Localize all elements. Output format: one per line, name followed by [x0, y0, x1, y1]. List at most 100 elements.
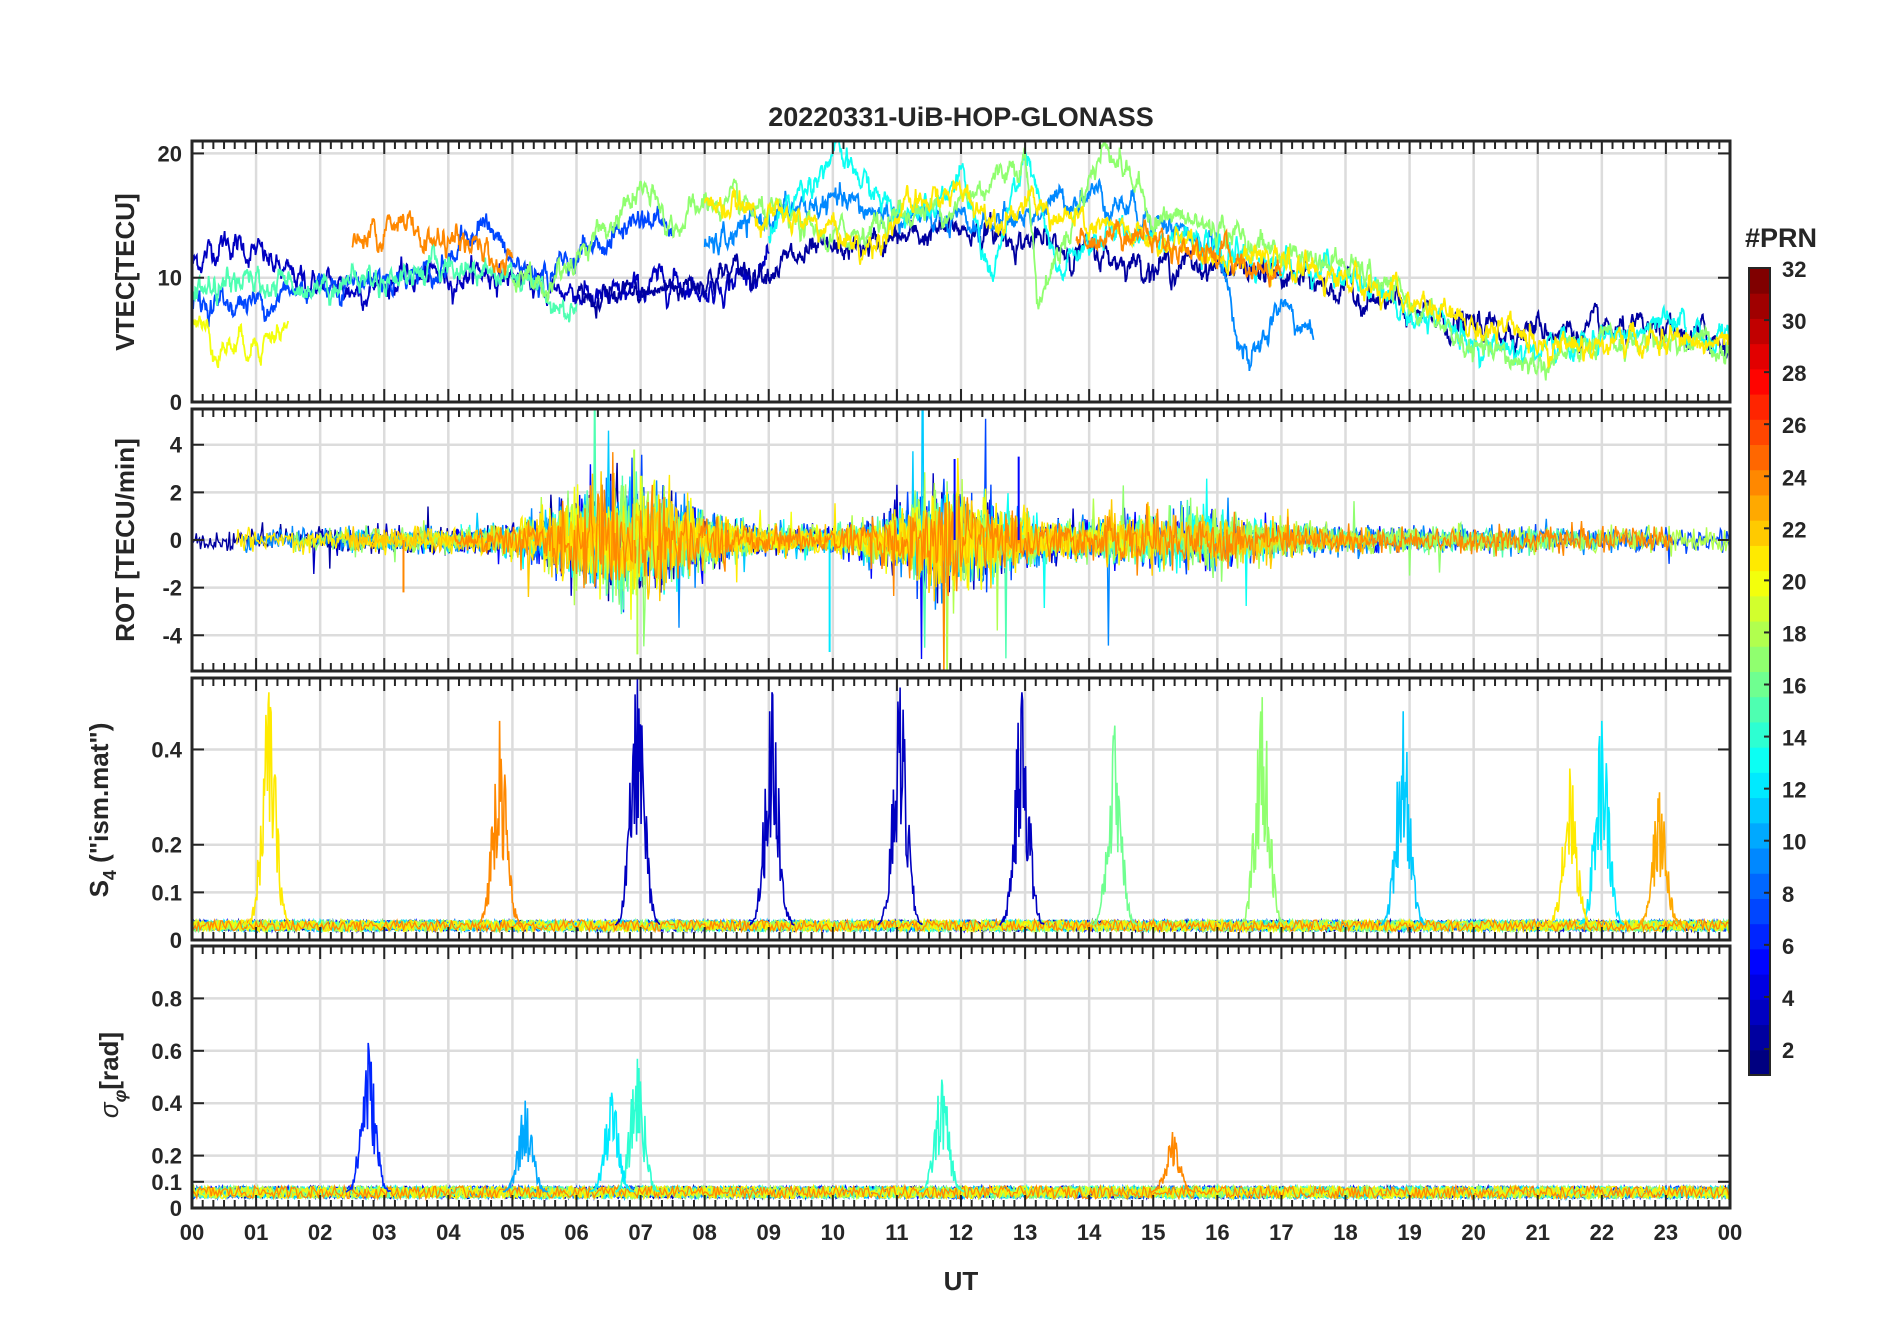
- x-tick-label: 06: [564, 1220, 588, 1245]
- colorbar-swatch: [1749, 570, 1770, 597]
- colorbar-swatch: [1749, 948, 1770, 975]
- colorbar-tick-label: 18: [1782, 621, 1806, 646]
- burst-prn-24: [477, 720, 523, 926]
- colorbar-tick-label: 10: [1782, 830, 1806, 855]
- colorbar-swatch: [1749, 772, 1770, 799]
- burst-prn-14: [918, 1079, 965, 1193]
- burst-prn-10: [502, 1100, 549, 1193]
- y-tick-label: 0.8: [151, 986, 182, 1011]
- colorbar-swatch: [1749, 469, 1770, 496]
- colorbar-tick-label: 4: [1782, 986, 1795, 1011]
- y-tick-label: 4: [170, 433, 183, 458]
- panel-sigma-phi-ylabel: σφ[rad]: [94, 1032, 130, 1118]
- x-tick-labels: 00 01 02 03 04 05 06 07 08 09 10 11 12 13 14 15 16 17 18 19…: [180, 1220, 1742, 1245]
- colorbar-tick-label: 24: [1782, 465, 1807, 490]
- y-tick-label: 0.2: [151, 833, 182, 858]
- colorbar-tick-label: 30: [1782, 309, 1806, 334]
- colorbar-frame: [1748, 267, 1771, 1076]
- colorbar-swatch: [1749, 419, 1770, 446]
- colorbar-swatch: [1749, 747, 1770, 773]
- colorbar-swatch: [1749, 999, 1770, 1026]
- y-tick-label: 0.6: [151, 1039, 182, 1064]
- y-tick-label: 0: [170, 928, 182, 953]
- burst-prn-17: [1239, 697, 1285, 926]
- panel-rot-frame: [190, 407, 1732, 673]
- y-tick-label: -2: [162, 576, 182, 601]
- y-tick-label: 0.1: [151, 880, 182, 905]
- colorbar-swatch: [1749, 368, 1770, 395]
- x-tick-label: 11: [885, 1220, 908, 1245]
- panel-s4: 0 0.1 0.2 0.4 S4 ("ism.mat"): [84, 676, 1732, 953]
- y-tick-label: 10: [158, 266, 182, 291]
- colorbar-swatch: [1749, 268, 1770, 294]
- burst-prn-12: [1578, 720, 1625, 926]
- burst-prn-12: [589, 1092, 635, 1193]
- x-tick-label: 10: [821, 1220, 845, 1245]
- colorbar-swatch: [1749, 293, 1770, 319]
- x-tick-label: 07: [628, 1220, 652, 1245]
- burst-prn-16: [1092, 725, 1138, 927]
- colorbar-swatch: [1749, 318, 1770, 345]
- vtec-trace-prn-2: [575, 212, 1730, 359]
- colorbar-swatch: [1749, 1024, 1770, 1051]
- burst-prn-21: [246, 692, 292, 926]
- panel-s4-ylabel: S4 ("ism.mat"): [84, 723, 120, 898]
- vtec-trace-prn-20: [192, 314, 289, 369]
- vtec-trace-prn-7: [192, 205, 674, 328]
- chart-title: 20220331-UiB-HOP-GLONASS: [768, 102, 1154, 132]
- burst-prn-3: [614, 678, 661, 926]
- y-tick-label: 0.4: [151, 737, 182, 762]
- x-axis-label: UT: [944, 1266, 979, 1296]
- colorbar-swatch: [1749, 923, 1770, 950]
- colorbar-swatch: [1749, 898, 1770, 925]
- x-tick-label: 02: [308, 1220, 332, 1245]
- x-tick-label: 04: [436, 1220, 461, 1245]
- x-tick-label: 21: [1526, 1220, 1550, 1245]
- y-tick-label: 0.2: [151, 1144, 182, 1169]
- x-tick-label: 01: [244, 1220, 268, 1245]
- x-tick-label: 16: [1205, 1220, 1229, 1245]
- x-tick-label: 00: [180, 1220, 204, 1245]
- colorbar-swatch: [1749, 797, 1770, 824]
- colorbar-tick-label: 8: [1782, 882, 1794, 907]
- y-tick-label: 0: [170, 390, 182, 415]
- colorbar-swatch: [1749, 1049, 1770, 1076]
- colorbar-swatch: [1749, 822, 1770, 849]
- y-tick-label: 0: [170, 528, 182, 553]
- colorbar-swatch: [1749, 621, 1770, 647]
- x-tick-label: 05: [500, 1220, 524, 1245]
- colorbar-tick-label: 16: [1782, 674, 1806, 699]
- colorbar-tick-label: 12: [1782, 778, 1806, 803]
- x-tick-label: 03: [372, 1220, 396, 1245]
- colorbar-tick-label: 32: [1782, 257, 1806, 282]
- x-tick-label: 08: [692, 1220, 716, 1245]
- x-tick-label: 13: [1013, 1220, 1037, 1245]
- x-tick-label: 14: [1077, 1220, 1102, 1245]
- panel-rot: -4 -2 0 2 4 ROT [TECU/min]: [110, 407, 1732, 673]
- panel-sigma-phi-frame: [190, 944, 1732, 1210]
- x-tick-label: 15: [1141, 1220, 1165, 1245]
- colorbar-tick-label: 6: [1782, 934, 1794, 959]
- colorbar-swatch: [1749, 494, 1770, 521]
- colorbar-swatch: [1749, 394, 1770, 420]
- colorbar-swatch: [1749, 343, 1770, 370]
- y-tick-label: 0: [170, 1196, 182, 1221]
- x-tick-label: 12: [949, 1220, 973, 1245]
- panel-sigma-phi: 00.10.2 0.4 0.6 0.8 σφ[rad]: [94, 944, 1732, 1221]
- panel-rot-ylabel: ROT [TECU/min]: [110, 438, 140, 642]
- burst-prn-11: [1380, 711, 1426, 926]
- colorbar-tick-label: 14: [1782, 726, 1807, 751]
- y-tick-label: -4: [162, 623, 182, 648]
- colorbar-swatch: [1749, 444, 1770, 471]
- rot-trace-prn-24: [454, 452, 1673, 671]
- x-tick-label: 20: [1461, 1220, 1485, 1245]
- burst-prn-24: [1149, 1131, 1196, 1193]
- burst-prn-23: [1636, 792, 1683, 927]
- colorbar-swatch: [1749, 545, 1770, 572]
- colorbar-tick-label: 26: [1782, 413, 1806, 438]
- panel-s4-frame: [190, 676, 1732, 942]
- burst-prn-3: [999, 692, 1045, 926]
- colorbar-swatch: [1749, 696, 1770, 723]
- x-tick-label: 18: [1333, 1220, 1357, 1245]
